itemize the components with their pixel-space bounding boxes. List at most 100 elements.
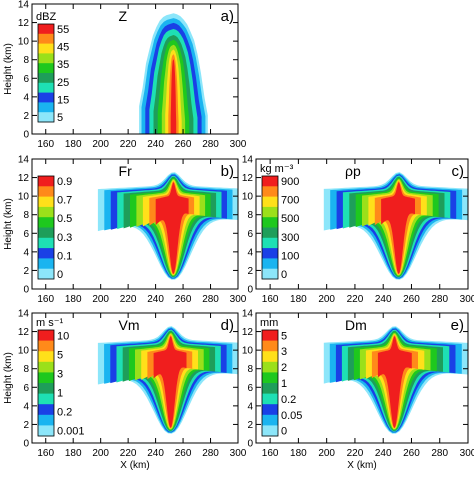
plot-frame: [255, 158, 469, 290]
x-tick-label: 160: [37, 294, 54, 305]
x-tick-label: 300: [230, 448, 247, 459]
x-tick-label: 260: [175, 139, 192, 150]
plot-frame: [31, 3, 239, 135]
colorbar-tick-label: 5: [281, 330, 287, 342]
units-label: kg m⁻³: [260, 163, 294, 175]
colorbar-tick-label: 0.5: [57, 213, 72, 225]
colorbar-frame: [37, 329, 55, 437]
y-tick-label: 0: [247, 439, 253, 450]
colorbar-swatch: [262, 258, 278, 270]
panel-letter: a): [221, 8, 234, 25]
y-tick-label: 6: [247, 383, 253, 394]
colorbar-swatch: [262, 206, 278, 218]
x-tick-label: 300: [460, 448, 474, 459]
x-tick-label: 160: [262, 294, 279, 305]
colorbar-tick-label: 1: [57, 388, 63, 400]
colorbar-tick-label: 0.3: [57, 232, 72, 244]
colorbar-swatch: [38, 372, 54, 384]
colorbar-swatch: [38, 63, 54, 74]
colorbar-swatch: [38, 248, 54, 259]
y-tick-label: 0: [23, 130, 29, 141]
x-tick-label: 200: [92, 294, 109, 305]
colorbar-tick-label: 5: [57, 349, 63, 361]
colorbar-tick-label: 300: [281, 232, 299, 244]
colorbar-swatch: [38, 425, 54, 437]
x-tick-label: 160: [262, 448, 279, 459]
panel-letter: c): [452, 163, 465, 180]
colorbar-tick-label: 45: [57, 42, 69, 54]
colorbar-tick-label: 0.2: [281, 394, 296, 406]
y-tick-label: 2: [23, 420, 29, 431]
x-tick-label: 180: [65, 294, 82, 305]
band-9: [381, 182, 415, 274]
x-tick-label: 180: [65, 448, 82, 459]
field-1: [97, 172, 238, 280]
y-tick-label: 6: [247, 229, 253, 240]
colorbar-swatch: [262, 404, 278, 416]
colorbar-tick-label: 900: [281, 176, 299, 188]
colorbar-swatch: [38, 82, 54, 94]
colorbar-frame: [37, 175, 55, 280]
colorbar-swatch: [38, 53, 54, 64]
y-tick-label: 10: [242, 346, 254, 357]
colorbar-swatch: [38, 268, 54, 280]
variable-label: Z: [119, 8, 128, 24]
panel-letter: e): [451, 317, 464, 334]
colorbar-swatch: [38, 258, 54, 270]
x-tick-label: 280: [202, 139, 219, 150]
variable-label: ρp: [345, 163, 361, 179]
colorbar-swatch: [262, 237, 278, 249]
colorbar-frame: [261, 175, 279, 280]
x-tick-label: 180: [290, 294, 307, 305]
colorbar-swatch: [38, 206, 54, 218]
colorbar-tick-label: 5: [57, 112, 63, 124]
x-tick-label: 220: [347, 448, 364, 459]
y-tick-label: 8: [23, 55, 29, 66]
panel-c: 160 180 200 220 240 260 280 300 0 2 4 6 8 10 12 14 900 70…: [242, 155, 474, 306]
plot-frame: [31, 158, 239, 290]
y-tick-label: 12: [18, 173, 30, 184]
y-tick-label: 6: [23, 74, 29, 85]
colorbar-tick-label: 0.7: [57, 195, 72, 207]
band-9: [170, 59, 177, 134]
panel-b: 160 180 200 220 240 260 280 300 0 2 4 6 8 10 12 14 Heigh…: [3, 155, 247, 306]
band-9: [377, 336, 412, 428]
y-tick-label: 8: [247, 364, 253, 375]
colorbar-swatch: [38, 383, 54, 395]
y-axis-label: Height (km): [3, 352, 14, 404]
colorbar-tick-label: 3: [57, 368, 63, 380]
y-tick-label: 8: [247, 210, 253, 221]
colorbar-frame: [261, 329, 279, 437]
colorbar-tick-label: 0: [281, 269, 287, 281]
y-tick-label: 14: [18, 0, 30, 11]
x-tick-label: 300: [230, 294, 247, 305]
x-tick-label: 240: [147, 139, 164, 150]
y-tick-label: 0: [23, 285, 29, 296]
x-tick-label: 280: [202, 448, 219, 459]
y-tick-label: 10: [18, 37, 30, 48]
y-tick-label: 2: [247, 266, 253, 277]
field-3: [97, 326, 238, 434]
y-tick-label: 6: [23, 383, 29, 394]
y-tick-label: 12: [18, 18, 30, 29]
colorbar-swatch: [38, 186, 54, 198]
colorbar-tick-label: 0: [281, 426, 287, 438]
colorbar-swatch: [38, 393, 54, 405]
x-tick-label: 240: [375, 294, 392, 305]
colorbar-swatch: [38, 112, 54, 123]
colorbar-tick-label: 55: [57, 24, 69, 36]
y-tick-label: 2: [247, 420, 253, 431]
colorbar-tick-label: 2: [281, 362, 287, 374]
colorbar-swatch: [262, 383, 278, 395]
colorbar-swatch: [262, 217, 278, 228]
x-tick-label: 240: [147, 448, 164, 459]
colorbar-frame: [37, 23, 55, 123]
colorbar-swatch: [262, 196, 278, 208]
x-tick-label: 280: [202, 294, 219, 305]
colorbar-swatch: [262, 393, 278, 405]
colorbar-swatch: [38, 217, 54, 228]
panel-a: 160 180 200 220 240 260 280 300 0 2 4 6 8 10 12 14 Heigh…: [3, 0, 247, 150]
y-tick-label: 8: [23, 364, 29, 375]
plot-frame: [31, 312, 239, 444]
y-tick-label: 10: [18, 346, 30, 357]
